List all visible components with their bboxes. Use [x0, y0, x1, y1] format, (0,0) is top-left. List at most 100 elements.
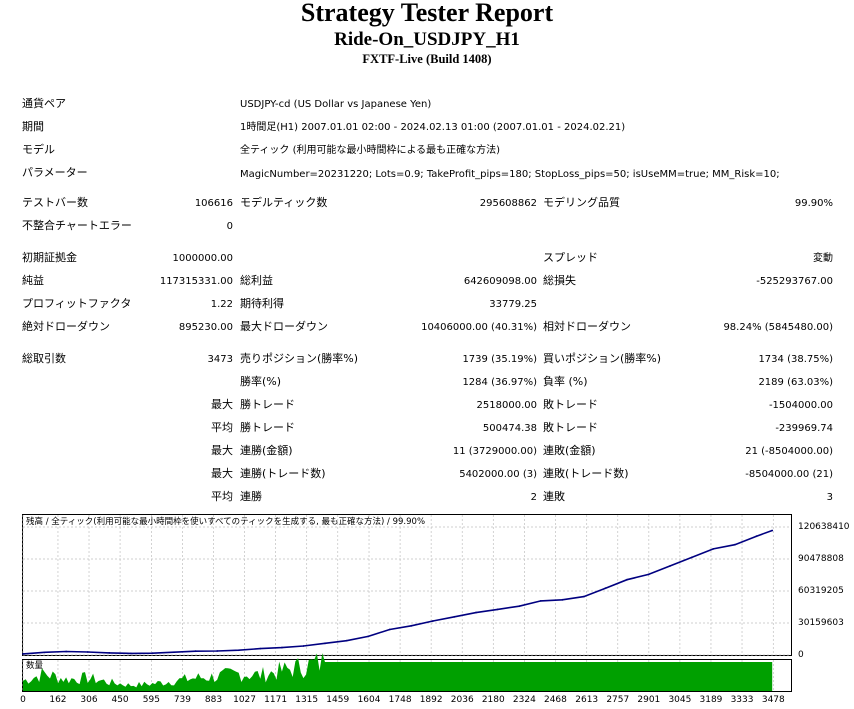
short-positions-value: 1739 (35.19%) — [462, 354, 537, 365]
balance-point — [453, 615, 456, 618]
balance-point — [626, 578, 628, 581]
average-win-value: 500474.38 — [482, 423, 537, 434]
x-tick-label: 1892 — [419, 695, 443, 705]
maximal-consecutive-loss-value: -8504000.00 (21) — [745, 469, 833, 480]
loss-rate-value: 2189 (63.03%) — [758, 377, 833, 388]
balance-point — [129, 652, 132, 655]
server-build: FXTF-Live (Build 1408) — [362, 52, 492, 66]
balance-point — [65, 650, 68, 653]
balance-point — [518, 605, 521, 608]
spread-label: スプレッド — [543, 251, 598, 264]
balance-point — [712, 547, 715, 550]
expert-name: Ride-On_USDJPY_H1 — [334, 29, 520, 50]
test-bars-label: テストバー数 — [22, 196, 88, 209]
net-profit-value: 117315331.00 — [159, 276, 233, 287]
balance-point — [690, 556, 693, 559]
loss-rate-label: 負率 (%) — [543, 375, 588, 388]
balance-point — [22, 653, 24, 655]
balance-line — [22, 529, 773, 655]
balance-point — [280, 646, 283, 649]
balance-point — [496, 608, 499, 611]
parameters-label: パラメーター — [22, 166, 88, 179]
average-consecutive-losses-label: 連敗 — [543, 490, 565, 503]
x-tick-label: 162 — [49, 695, 67, 705]
balance-point — [582, 595, 585, 598]
gross-loss-value: -525293767.00 — [756, 276, 833, 287]
balance-point — [734, 543, 736, 546]
balance-point — [194, 650, 197, 653]
x-tick-label: 306 — [80, 695, 98, 705]
max-consecutive-losses-label: 連敗(金額) — [543, 444, 596, 457]
balance-point — [539, 599, 542, 602]
maximal-consecutive-loss-label: 連敗(トレード数) — [543, 467, 629, 480]
y-tick-label: 30159603 — [798, 618, 844, 628]
maximum-label: 最大 — [211, 444, 233, 457]
absolute-drawdown-value: 895230.00 — [178, 322, 233, 333]
x-tick-label: 2324 — [512, 695, 536, 705]
y-tick-label: 90478808 — [798, 554, 844, 564]
x-tick-label: 0 — [20, 695, 26, 705]
modeling-quality-value: 99.90% — [794, 198, 833, 209]
gross-profit-value: 642609098.00 — [463, 276, 537, 287]
volume-label: 数量 — [26, 661, 44, 671]
model-label: モデル — [22, 143, 55, 156]
average-loss-value: -239969.74 — [775, 423, 833, 434]
initial-deposit-value: 1000000.00 — [172, 253, 233, 264]
volume-area — [23, 653, 773, 691]
model-value: 全ティック (利用可能な最小時間枠による最も正確な方法) — [240, 145, 501, 156]
profit-factor-label: プロフィットファクタ — [22, 297, 132, 310]
initial-deposit-label: 初期証拠金 — [22, 251, 77, 264]
balance-point — [259, 647, 262, 650]
gross-profit-label: 総利益 — [240, 274, 273, 287]
average-consecutive-wins-label: 連勝 — [240, 490, 262, 503]
x-tick-label: 1604 — [357, 695, 381, 705]
x-tick-label: 1027 — [233, 695, 256, 705]
x-tick-label: 3478 — [761, 695, 785, 705]
max-consecutive-wins-value: 11 (3729000.00) — [452, 446, 537, 457]
largest-win-label: 勝トレード — [240, 398, 295, 411]
relative-drawdown-value: 98.24% (5845480.00) — [723, 322, 833, 333]
profit-factor-value: 1.22 — [210, 299, 233, 310]
x-tick-label: 883 — [204, 695, 223, 705]
chart-legend: 残高 / 全ティック(利用可能な最小時間枠を使いすべてのティックを生成する, 最… — [26, 517, 426, 527]
average2-label: 平均 — [211, 490, 233, 503]
balance-point — [755, 535, 758, 538]
balance-point — [108, 651, 111, 654]
net-profit-label: 純益 — [22, 274, 44, 287]
average-label: 平均 — [211, 421, 233, 434]
x-tick-label: 739 — [173, 695, 192, 705]
win-rate-value: 1284 (36.97%) — [462, 377, 537, 388]
largest-label: 最大 — [211, 398, 233, 411]
average-win-label: 勝トレード — [240, 421, 295, 434]
expected-payoff-value: 33779.25 — [489, 299, 537, 310]
balance-point — [324, 642, 326, 645]
report-title: Strategy Tester Report — [300, 0, 554, 27]
largest-win-value: 2518000.00 — [476, 400, 537, 411]
period-value: 1時間足(H1) 2007.01.01 02:00 - 2024.02.13 0… — [240, 122, 626, 133]
short-positions-label: 売りポジション(勝率%) — [240, 352, 359, 365]
balance-point — [410, 624, 413, 627]
x-tick-label: 2901 — [637, 695, 661, 705]
gross-loss-label: 総損失 — [543, 274, 576, 287]
y-tick-label: 60319205 — [798, 586, 844, 596]
symbol-value: USDJPY-cd (US Dollar vs Japanese Yen) — [240, 99, 432, 110]
x-tick-label: 2036 — [450, 695, 474, 705]
max-consecutive-losses-value: 21 (-8504000.00) — [745, 446, 833, 457]
balance-point — [86, 651, 89, 653]
model-ticks-label: モデルティック数 — [240, 196, 328, 209]
win-rate-label: 勝率(%) — [240, 375, 282, 388]
maximal-label: 最大 — [211, 467, 233, 480]
balance-point — [669, 564, 672, 567]
balance-point — [345, 639, 348, 642]
balance-point — [561, 598, 564, 601]
modeling-quality-label: モデリング品質 — [543, 196, 620, 209]
balance-point — [388, 628, 391, 631]
mismatch-label: 不整合チャートエラー — [22, 219, 132, 232]
maximal-drawdown-label: 最大ドローダウン — [240, 320, 328, 333]
x-tick-label: 450 — [111, 695, 129, 705]
balance-point — [173, 651, 175, 654]
parameters-value: MagicNumber=20231220; Lots=0.9; TakeProf… — [240, 169, 780, 180]
period-label: 期間 — [22, 120, 44, 133]
average-consecutive-losses-value: 3 — [826, 492, 833, 503]
